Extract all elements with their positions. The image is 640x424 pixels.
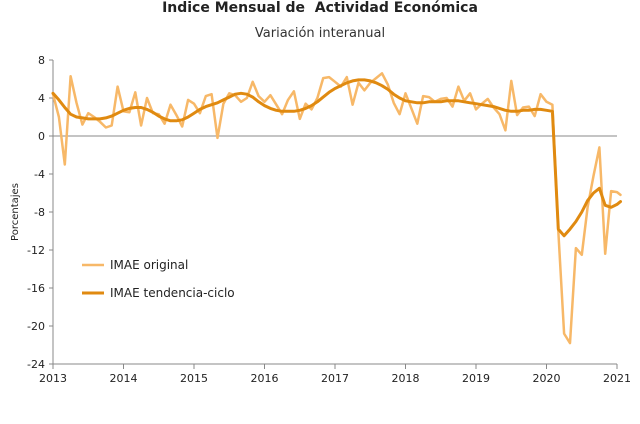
- series-line-imae-original: [51, 72, 622, 345]
- x-tick-label: 2021: [603, 372, 631, 385]
- legend-label: IMAE tendencia-ciclo: [110, 286, 235, 300]
- x-tick-label: 2013: [39, 372, 67, 385]
- legend-label: IMAE original: [110, 258, 188, 272]
- y-tick-label: -12: [27, 244, 45, 257]
- y-tick-label: 8: [38, 54, 45, 67]
- y-tick-label: -24: [27, 358, 45, 371]
- x-tick-label: 2016: [251, 372, 279, 385]
- y-axis-label: Porcentajes: [10, 183, 21, 241]
- y-tick-label: -20: [27, 320, 45, 333]
- y-tick-label: -4: [34, 168, 45, 181]
- series-layer: [51, 72, 622, 345]
- x-tick-label: 2015: [180, 372, 208, 385]
- chart-legend: IMAE original IMAE tendencia-ciclo: [82, 258, 235, 300]
- chart-subtitle: Variación interanual: [254, 26, 386, 41]
- x-tick-label: 2014: [110, 372, 138, 385]
- y-tick-label: -8: [34, 206, 45, 219]
- y-tick-label: 0: [38, 130, 45, 143]
- chart-title: Indice Mensual de Actividad Económica: [162, 0, 478, 16]
- x-tick-label: 2019: [462, 372, 490, 385]
- x-tick-label: 2017: [321, 372, 349, 385]
- y-tick-label: 4: [38, 92, 45, 105]
- series-line-imae-tendencia-ciclo: [51, 78, 622, 238]
- x-tick-label: 2020: [533, 372, 561, 385]
- y-tick-label: -16: [27, 282, 45, 295]
- x-tick-label: 2018: [392, 372, 420, 385]
